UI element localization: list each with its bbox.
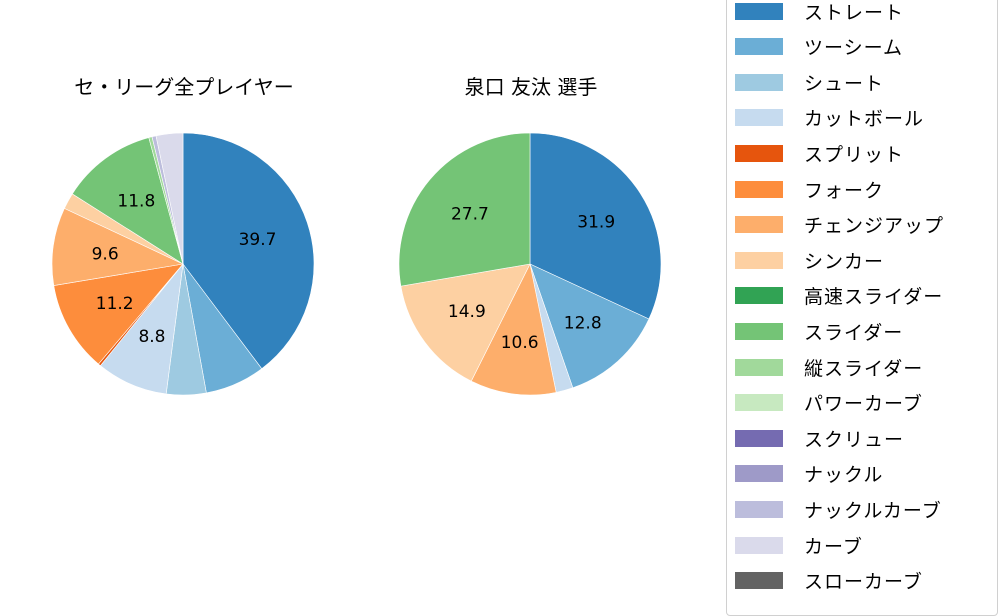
legend-item: チェンジアップ [735,210,944,240]
legend-label: ツーシーム [804,37,904,60]
pie-slice [529,132,662,320]
legend-label: ストレート [804,1,905,24]
legend-swatch-icon [735,251,783,269]
legend-swatch-icon [735,429,783,447]
legend-swatch-icon [735,287,783,305]
legend-item: スライダー [735,316,903,346]
slice-value-label: 9.6 [92,244,119,264]
pie-slice [53,263,184,365]
slice-value-label: 10.6 [501,333,539,353]
left-pie-chart: 39.7 8.811.2 9.6 11.8 [51,132,315,396]
legend-swatch-icon [735,394,783,412]
slice-value-label: 14.9 [448,302,486,322]
legend-label: チェンジアップ [804,215,945,238]
pie-slice [51,207,184,286]
legend-item: 高速スライダー [735,281,943,311]
pie-slice [470,263,557,396]
slice-value-label: 12.8 [564,313,602,333]
legend-label: シュート [804,72,885,95]
legend-label: 高速スライダー [804,286,944,309]
pie-slice [155,132,184,265]
legend-item: スクリュー [735,423,904,453]
legend-swatch-icon [735,2,783,20]
slice-value-label: 11.8 [117,192,155,212]
pie-slice [398,132,531,287]
legend: ストレートツーシームシュートカットボール スプリットフォークチェンジアップ シンカー… [726,0,998,616]
legend-label: スクリュー [804,428,905,451]
slice-value-label: 39.7 [239,230,277,250]
legend-label: 縦スライダー [804,357,924,380]
slice-value-label: 27.7 [451,204,489,224]
pie-charts: 39.7 8.811.2 9.6 11.8 31.9 12.8 10.6 14.9 27.7 [51,132,662,396]
legend-swatch-icon [735,572,783,590]
legend-swatch-icon [735,536,783,554]
right-chart-title: 泉口 友汰 選手 [464,75,598,99]
legend-swatch-icon [735,180,783,198]
legend-swatch-icon [735,109,783,127]
legend-label: ナックル [804,464,884,487]
legend-item: パワーカーブ [735,388,923,418]
legend-label: カーブ [804,535,863,558]
legend-swatch-icon [735,216,783,234]
legend-item: カットボール [735,103,924,133]
legend-item: ナックル [735,459,883,489]
legend-label: スライダー [804,321,904,344]
legend-swatch-icon [735,500,783,518]
legend-label: スプリット [804,143,905,166]
legend-swatch-icon [735,73,783,91]
legend-swatch-icon [735,38,783,56]
legend-item: ツーシーム [735,32,903,62]
legend-swatch-icon [735,465,783,483]
legend-swatch-icon [735,322,783,340]
legend-label: パワーカーブ [804,393,923,416]
slice-value-label: 31.9 [577,213,615,233]
legend-swatch-icon [735,144,783,162]
legend-item: カーブ [735,530,863,560]
pie-slice [182,132,315,370]
legend-label: ナックルカーブ [804,499,942,522]
slice-value-label: 11.2 [96,294,134,314]
legend-label: カットボール [804,108,925,131]
legend-label: シンカー [804,250,885,273]
legend-item: フォーク [735,174,884,204]
legend-item: スローカーブ [735,566,923,596]
legend-item: 縦スライダー [735,352,923,382]
legend-label: スローカーブ [804,571,923,594]
right-pie-chart: 31.9 12.8 10.6 14.9 27.7 [398,132,662,396]
left-chart-title: セ・リーグ全プレイヤー [74,75,294,99]
legend-item: シンカー [735,245,884,275]
legend-item: ナックルカーブ [735,494,942,524]
legend-item: シュート [735,67,884,97]
legend-swatch-icon [735,358,783,376]
legend-item: ストレート [735,0,904,26]
pie-slice [71,137,184,265]
legend-label: フォーク [804,179,885,202]
legend-item: スプリット [735,138,904,168]
pie-slice [529,263,650,389]
pie-slice [400,263,531,382]
slice-value-label: 8.8 [138,327,165,347]
